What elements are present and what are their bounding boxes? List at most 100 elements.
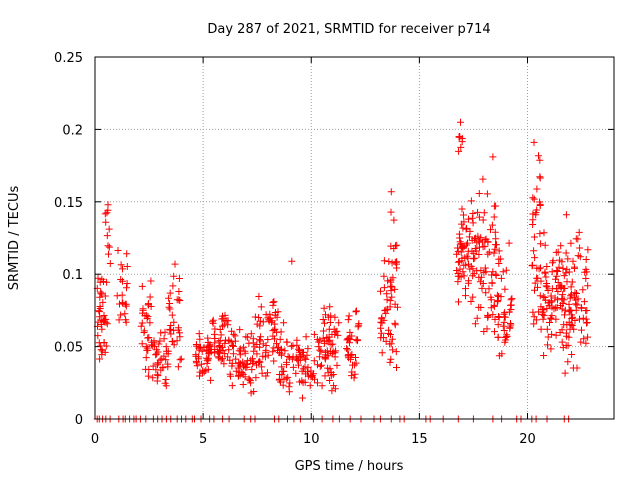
data-point — [256, 358, 264, 366]
data-point — [264, 314, 272, 322]
data-point — [146, 319, 154, 327]
data-point — [468, 214, 476, 222]
data-point — [499, 268, 507, 276]
data-point — [246, 377, 254, 385]
plot-frame — [94, 56, 615, 420]
data-point — [579, 314, 587, 322]
data-point — [540, 311, 548, 319]
data-point — [280, 319, 288, 327]
data-point — [552, 331, 560, 339]
data-point — [460, 261, 468, 269]
data-point — [459, 224, 467, 232]
data-point — [211, 325, 219, 333]
data-point — [455, 258, 463, 265]
data-point — [380, 316, 388, 324]
data-point — [259, 340, 267, 348]
data-point — [559, 264, 567, 272]
data-point — [311, 375, 318, 383]
data-point — [123, 284, 130, 292]
data-point — [558, 326, 566, 334]
data-point — [195, 355, 203, 363]
data-point — [256, 322, 264, 330]
data-point — [552, 248, 560, 256]
data-point — [479, 280, 487, 287]
data-point — [385, 258, 393, 265]
data-point — [355, 321, 363, 329]
data-point — [388, 335, 396, 343]
data-point — [167, 330, 175, 338]
data-point — [532, 316, 540, 324]
data-point — [558, 295, 566, 303]
x-tick-label: 10 — [303, 432, 320, 447]
data-point — [584, 333, 592, 341]
data-point — [565, 308, 573, 316]
data-point — [453, 250, 461, 258]
data-point — [489, 153, 497, 161]
data-point — [326, 319, 334, 326]
data-point — [249, 335, 257, 343]
data-point — [494, 313, 502, 320]
data-point — [146, 293, 154, 301]
data-point — [491, 228, 499, 236]
y-tick-label: 0.2 — [62, 123, 83, 138]
chart-title: Day 287 of 2021, SRMTID for receiver p71… — [207, 22, 490, 37]
data-point — [469, 293, 477, 301]
data-point — [96, 305, 104, 312]
data-point — [161, 379, 169, 387]
data-point — [145, 301, 152, 309]
data-point — [118, 291, 126, 299]
data-point — [319, 316, 327, 323]
data-point — [157, 329, 165, 337]
data-point — [582, 275, 590, 282]
data-point — [464, 247, 472, 255]
data-point — [547, 345, 555, 353]
data-point — [491, 245, 499, 253]
data-point — [105, 225, 113, 233]
data-point — [540, 229, 548, 237]
data-point — [278, 363, 286, 371]
data-point — [543, 325, 551, 333]
data-point — [192, 351, 200, 359]
data-point — [578, 304, 586, 312]
data-point — [273, 313, 281, 321]
data-point — [277, 328, 285, 336]
data-point — [462, 241, 470, 249]
data-point — [105, 250, 112, 258]
data-point — [383, 290, 391, 298]
data-point — [123, 263, 131, 270]
data-point — [559, 291, 567, 299]
data-point — [326, 336, 334, 344]
data-point — [480, 209, 488, 217]
data-point — [251, 313, 259, 321]
data-point — [216, 342, 224, 350]
data-point — [138, 340, 146, 348]
data-point — [174, 363, 182, 371]
data-point — [490, 213, 498, 221]
data-point — [228, 382, 236, 390]
data-point — [329, 340, 337, 348]
data-point — [557, 284, 565, 292]
data-point — [220, 360, 228, 368]
data-point — [489, 268, 497, 276]
data-point — [173, 337, 181, 345]
data-point — [533, 206, 541, 214]
data-point — [255, 357, 263, 365]
data-point — [270, 298, 278, 306]
data-point — [327, 372, 335, 380]
data-point — [249, 355, 256, 363]
data-point — [393, 241, 401, 249]
data-point — [219, 355, 226, 363]
data-point — [228, 327, 236, 335]
data-point — [94, 274, 102, 282]
data-point — [501, 313, 509, 321]
data-point — [224, 321, 232, 329]
data-point — [377, 287, 384, 295]
data-point — [536, 156, 544, 164]
data-point — [300, 365, 307, 373]
data-point — [574, 235, 582, 243]
data-points — [93, 118, 592, 423]
data-point — [582, 265, 590, 273]
data-point — [536, 200, 544, 208]
data-point — [543, 263, 551, 270]
data-point — [558, 258, 566, 266]
